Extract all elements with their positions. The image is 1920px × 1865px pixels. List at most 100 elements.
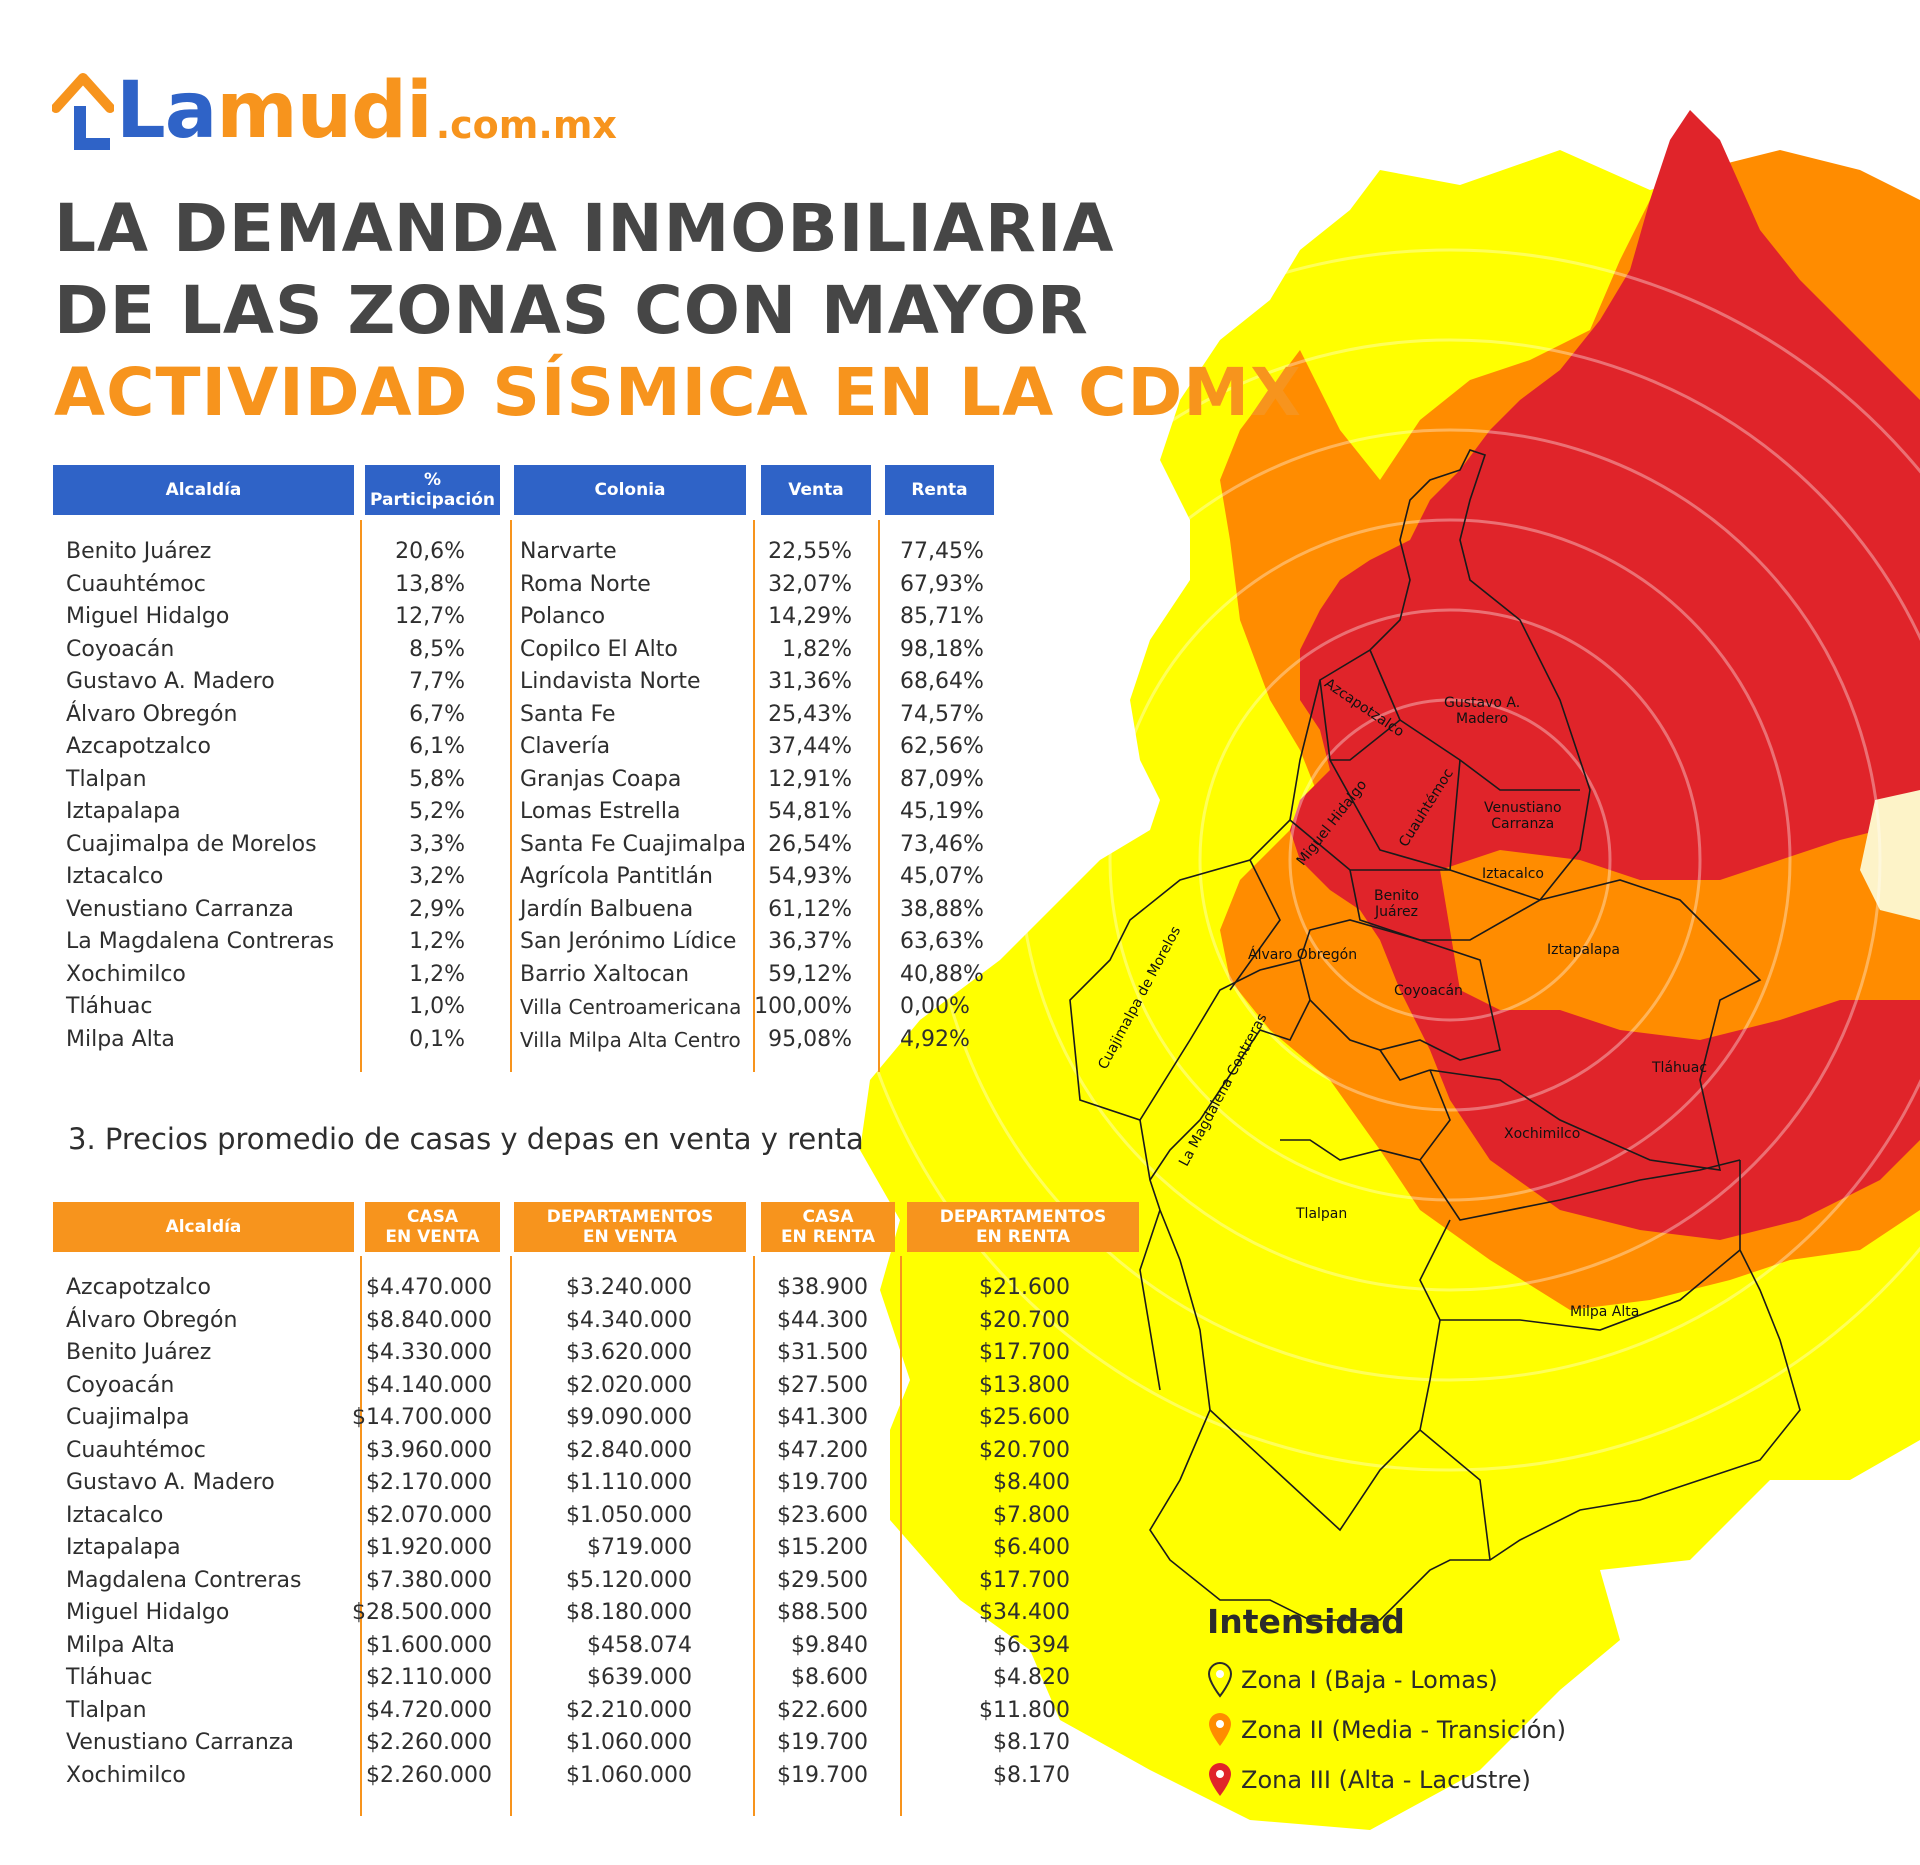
- map-label-gam: Gustavo A. Madero: [1444, 695, 1520, 727]
- t2-separator: [510, 1256, 512, 1816]
- table-cell-casa_venta: $1.920.000: [366, 1535, 492, 1560]
- table-cell-alcaldia: Iztapalapa: [66, 1535, 181, 1560]
- table-cell-renta: 87,09%: [900, 766, 984, 792]
- map-label-iztapalapa: Iztapalapa: [1547, 942, 1620, 958]
- table-cell-colonia: Jardín Balbuena: [520, 896, 694, 922]
- logo-wordmark: Lamudi: [116, 72, 433, 150]
- table-cell-casa_renta: $19.700: [777, 1470, 868, 1495]
- table-cell-casa_venta: $14.700.000: [352, 1405, 492, 1430]
- t2-header-depto-venta: DEPARTAMENTOS EN VENTA: [514, 1202, 746, 1252]
- table-cell-casa_venta: $2.110.000: [366, 1665, 492, 1690]
- table-cell-casa_renta: $47.200: [777, 1437, 868, 1463]
- district-borders: [1069, 449, 1801, 1621]
- table-row: Iztapalapa 5,2% Lomas Estrella 54,81% 45,19%: [0, 796, 1140, 828]
- t1-header-participacion: % Participación: [365, 465, 500, 515]
- table-cell-venta: 31,36%: [768, 669, 852, 694]
- lamudi-logo[interactable]: Lamudi .com.mx: [52, 50, 617, 150]
- table-cell-venta: 25,43%: [768, 701, 852, 727]
- table-cell-casa_renta: $15.200: [777, 1535, 868, 1560]
- table-cell-colonia: Narvarte: [520, 539, 617, 564]
- table-cell-alcaldia: Benito Juárez: [66, 1340, 212, 1365]
- title-line-2: DE LAS ZONAS CON MAYOR: [54, 272, 1089, 349]
- map-label-iztacalco: Iztacalco: [1482, 866, 1544, 882]
- table-cell-participacion: 2,9%: [409, 896, 465, 922]
- map-label-bj-2: Juárez: [1375, 904, 1419, 920]
- table-cell-casa_renta: $41.300: [777, 1405, 868, 1430]
- table-row: Tlalpan 5,8% Granjas Coapa 12,91% 87,09%: [0, 764, 1140, 796]
- table-cell-renta: 0,00%: [900, 994, 970, 1019]
- t2-separator: [753, 1256, 755, 1816]
- table-cell-colonia: San Jerónimo Lídice: [520, 929, 737, 954]
- table-cell-depto_renta: $8.400: [993, 1470, 1070, 1495]
- table-cell-casa_venta: $3.960.000: [366, 1437, 492, 1463]
- table-cell-depto_renta: $7.800: [993, 1502, 1070, 1528]
- table-cell-alcaldia: Iztapalapa: [66, 799, 181, 824]
- map-label-vc-2: Carranza: [1491, 816, 1555, 832]
- table-cell-participacion: 5,8%: [409, 766, 465, 792]
- table-cell-depto_renta: $17.700: [979, 1340, 1070, 1365]
- map-label-coyoacan: Coyoacán: [1394, 983, 1463, 999]
- table-row: Xochimilco $2.260.000 $1.060.000 $19.700 $8.…: [0, 1760, 1140, 1792]
- table-cell-alcaldia: Venustiano Carranza: [66, 1730, 294, 1755]
- table-cell-participacion: 13,8%: [395, 571, 465, 597]
- table-cell-alcaldia: Coyoacán: [66, 1372, 175, 1398]
- table-cell-renta: 45,19%: [900, 799, 984, 824]
- table-cell-depto_renta: $25.600: [979, 1405, 1070, 1430]
- table-cell-venta: 54,81%: [768, 799, 852, 824]
- table-cell-alcaldia: Miguel Hidalgo: [66, 604, 230, 629]
- table-cell-casa_renta: $9.840: [791, 1632, 868, 1658]
- table-cell-alcaldia: Coyoacán: [66, 636, 175, 662]
- table-row: Tláhuac $2.110.000 $639.000 $8.600 $4.820: [0, 1662, 1140, 1694]
- table-cell-participacion: 12,7%: [395, 604, 465, 629]
- logo-domain: .com.mx: [435, 103, 617, 147]
- t2-separator: [360, 1256, 362, 1816]
- t1-header-participacion-2: Participación: [369, 490, 496, 510]
- table-cell-casa_venta: $4.140.000: [366, 1372, 492, 1398]
- t2-header-casa-renta: CASA EN RENTA: [761, 1202, 895, 1252]
- t2-header-casa-venta-1: CASA: [406, 1207, 459, 1227]
- table-cell-colonia: Lindavista Norte: [520, 669, 701, 694]
- table-cell-alcaldia: Cuauhtémoc: [66, 571, 206, 597]
- table-cell-renta: 68,64%: [900, 669, 984, 694]
- table-row: Milpa Alta $1.600.000 $458.074 $9.840 $6.394: [0, 1630, 1140, 1662]
- table-cell-depto_venta: $1.050.000: [566, 1502, 692, 1528]
- table-cell-participacion: 6,7%: [409, 701, 465, 727]
- table-cell-depto_venta: $5.120.000: [566, 1567, 692, 1593]
- table-row: Magdalena Contreras $7.380.000 $5.120.000 $…: [0, 1565, 1140, 1597]
- t2-header-depto-venta-1: DEPARTAMENTOS: [546, 1207, 714, 1227]
- title-line-1: LA DEMANDA INMOBILIARIA: [54, 190, 1115, 267]
- table-cell-alcaldia: Azcapotzalco: [66, 734, 211, 759]
- map-label-alvaro-obregon: Álvaro Obregón: [1248, 947, 1358, 963]
- table-row: Xochimilco 1,2% Barrio Xaltocan 59,12% 40,88…: [0, 959, 1140, 991]
- legend-label-zona-1: Zona I (Baja - Lomas): [1241, 1666, 1498, 1694]
- table-cell-alcaldia: Milpa Alta: [66, 1632, 175, 1658]
- table-cell-casa_renta: $22.600: [777, 1697, 868, 1723]
- table-cell-renta: 4,92%: [900, 1026, 970, 1052]
- t1-header-colonia: Colonia: [514, 465, 746, 515]
- table-cell-depto_venta: $719.000: [587, 1535, 692, 1560]
- table-cell-participacion: 5,2%: [409, 799, 465, 824]
- t2-header-alcaldia: Alcaldía: [53, 1202, 354, 1252]
- legend-item-zona-2: Zona II (Media - Transición): [1207, 1705, 1566, 1755]
- map-label-venustiano-carranza: Venustiano Carranza: [1484, 800, 1562, 832]
- table-row: Cuajimalpa $14.700.000 $9.090.000 $41.300 $2…: [0, 1402, 1140, 1434]
- table-cell-casa_renta: $88.500: [777, 1600, 868, 1625]
- intensity-rings: [838, 248, 1920, 1472]
- table-row: Azcapotzalco $4.470.000 $3.240.000 $38.900 $…: [0, 1272, 1140, 1304]
- table-cell-depto_renta: $11.800: [979, 1697, 1070, 1723]
- section-subtitle: 3. Precios promedio de casas y depas en …: [68, 1122, 864, 1156]
- table-cell-depto_venta: $458.074: [587, 1632, 692, 1658]
- legend-item-zona-1: Zona I (Baja - Lomas): [1207, 1655, 1566, 1705]
- table-cell-venta: 54,93%: [768, 864, 852, 889]
- logo-brand-right: mudi: [216, 66, 432, 156]
- table-cell-casa_venta: $2.260.000: [366, 1762, 492, 1788]
- table-cell-depto_renta: $8.170: [993, 1730, 1070, 1755]
- map-label-gam-2: Madero: [1456, 711, 1509, 727]
- t1-separator: [510, 520, 512, 1072]
- table-cell-alcaldia: Milpa Alta: [66, 1026, 175, 1052]
- table-cell-casa_venta: $28.500.000: [352, 1600, 492, 1625]
- map-label-milpa-alta: Milpa Alta: [1570, 1304, 1640, 1320]
- table-cell-casa_venta: $2.070.000: [366, 1502, 492, 1528]
- t1-header-alcaldia: Alcaldía: [53, 465, 354, 515]
- table-cell-renta: 73,46%: [900, 831, 984, 857]
